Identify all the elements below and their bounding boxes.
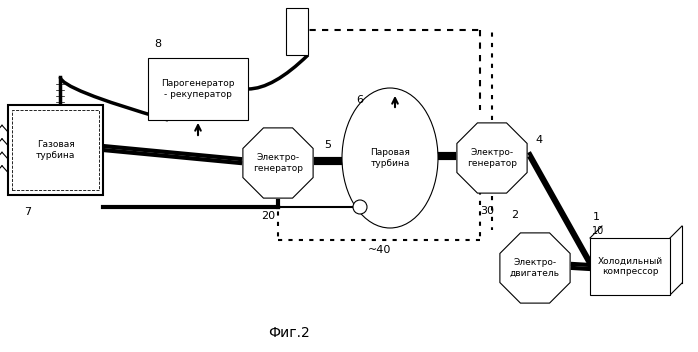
Text: Электро-
генератор: Электро- генератор	[467, 148, 517, 168]
Ellipse shape	[342, 88, 438, 228]
Polygon shape	[500, 233, 570, 303]
Bar	[590, 238, 670, 295]
Text: 2: 2	[512, 210, 519, 220]
Text: Газовая
турбина: Газовая турбина	[36, 140, 75, 160]
Text: ~40: ~40	[369, 245, 392, 255]
Bar	[8, 105, 103, 195]
Text: 10: 10	[592, 226, 604, 236]
Text: 4: 4	[535, 135, 542, 145]
Text: 1: 1	[593, 212, 600, 222]
Text: 8: 8	[154, 39, 161, 49]
Text: Холодильный
компрессор: Холодильный компрессор	[597, 257, 662, 276]
Bar	[286, 8, 308, 55]
Text: 20: 20	[261, 211, 275, 221]
Text: Фиг.2: Фиг.2	[268, 326, 310, 340]
Text: Электро-
двигатель: Электро- двигатель	[510, 258, 560, 278]
Text: 7: 7	[24, 207, 31, 217]
Text: 30: 30	[480, 206, 494, 216]
Text: Электро-
генератор: Электро- генератор	[253, 153, 303, 173]
Bar	[12, 110, 99, 190]
Circle shape	[353, 200, 367, 214]
Text: 5: 5	[324, 140, 331, 150]
Text: Парогенератор
- рекуператор: Парогенератор - рекуператор	[161, 79, 235, 99]
Polygon shape	[457, 123, 527, 193]
Polygon shape	[243, 128, 313, 198]
Text: Паровая
турбина: Паровая турбина	[370, 148, 410, 168]
Text: 6: 6	[357, 95, 364, 105]
Bar	[148, 58, 248, 120]
